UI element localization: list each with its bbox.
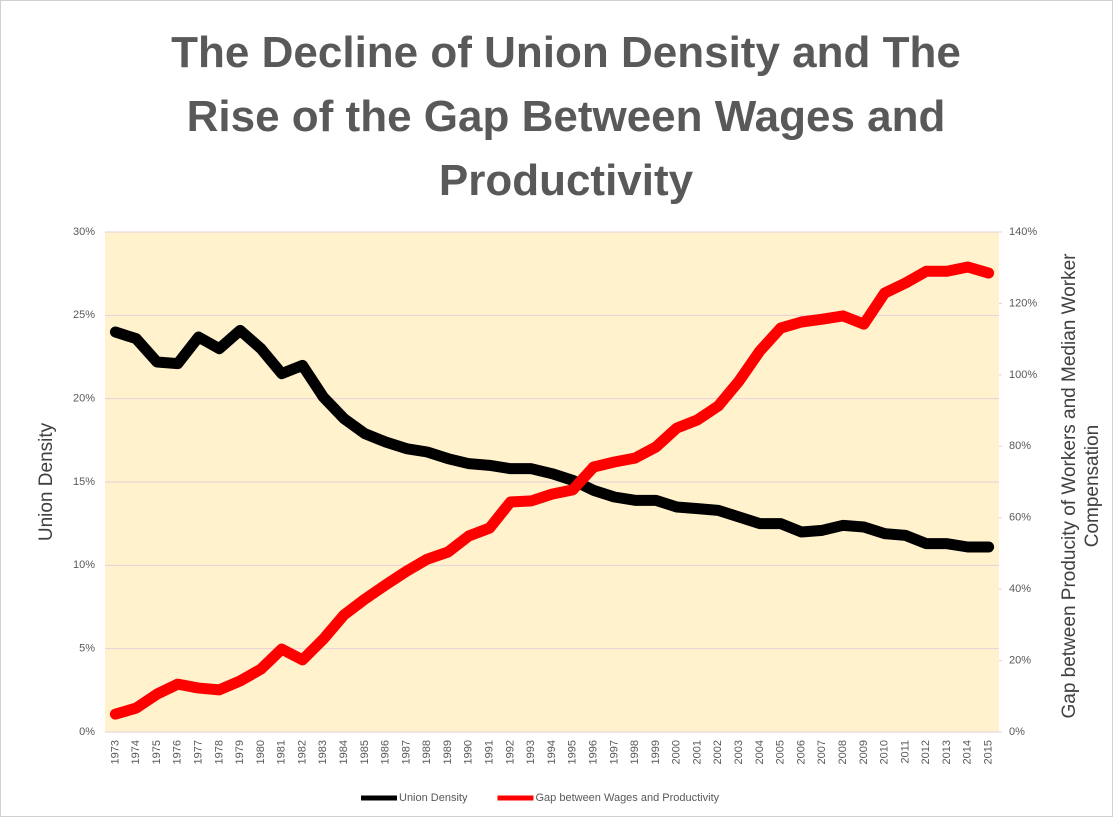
x-tick-label: 1979 (234, 740, 246, 764)
x-tick-label: 1986 (380, 740, 392, 764)
y-tick-label: 5% (79, 643, 95, 655)
x-tick-label: 1982 (296, 740, 308, 764)
x-tick-label: 2007 (816, 740, 828, 764)
x-tick-label: 1985 (359, 740, 371, 764)
x-tick-label: 2004 (754, 740, 766, 764)
x-tick-label: 1987 (400, 740, 412, 764)
y2-tick-label: 0% (1009, 726, 1025, 738)
legend-label: Union Density (399, 792, 468, 804)
chart-title: The Decline of Union Density and The Ris… (171, 28, 961, 205)
y-axis-label: Union Density (36, 422, 57, 541)
y-tick-label: 25% (73, 309, 95, 321)
x-tick-label: 1990 (463, 740, 475, 764)
x-tick-label: 2011 (899, 740, 911, 764)
x-tick-label: 2010 (879, 740, 891, 764)
x-tick-label: 2013 (941, 740, 953, 764)
y-tick-label: 20% (73, 393, 95, 405)
x-tick-label: 1973 (109, 740, 121, 764)
x-tick-label: 1993 (525, 740, 537, 764)
x-tick-label: 1989 (442, 740, 454, 764)
y-tick-label: 10% (73, 559, 95, 571)
x-tick-label: 1977 (192, 740, 204, 764)
x-tick-label: 1975 (151, 740, 163, 764)
x-tick-label: 1981 (276, 740, 288, 764)
x-tick-label: 2006 (795, 740, 807, 764)
x-tick-label: 1996 (587, 740, 599, 764)
x-tick-label: 1983 (317, 740, 329, 764)
x-tick-label: 2008 (837, 740, 849, 764)
x-tick-label: 2009 (858, 740, 870, 764)
x-tick-label: 1988 (421, 740, 433, 764)
y2-tick-label: 100% (1009, 369, 1037, 381)
x-tick-label: 2012 (920, 740, 932, 764)
x-tick-label: 2014 (962, 740, 974, 764)
legend-label: Gap between Wages and Productivity (535, 792, 719, 804)
x-tick-label: 2002 (712, 740, 724, 764)
x-tick-label: 1999 (650, 740, 662, 764)
series-line (109, 324, 995, 553)
y2-tick-label: 40% (1009, 583, 1031, 595)
x-tick-label: 1994 (546, 740, 558, 764)
x-tick-label: 1978 (213, 740, 225, 764)
y-tick-label: 15% (73, 476, 95, 488)
x-tick-label: 2003 (733, 740, 745, 764)
y2-axis-label: Gap between Producity of Workers and Med… (1059, 253, 1103, 719)
x-tick-label: 1998 (629, 740, 641, 764)
series-line (109, 261, 995, 720)
x-tick-label: 1995 (567, 740, 579, 764)
y2-tick-label: 80% (1009, 440, 1031, 452)
x-tick-label: 2001 (691, 740, 703, 764)
y2-tick-label: 60% (1009, 512, 1031, 524)
x-tick-label: 2015 (983, 740, 995, 764)
y-tick-label: 30% (73, 226, 95, 238)
x-tick-label: 2005 (775, 740, 787, 764)
x-tick-label: 1980 (255, 740, 267, 764)
x-tick-label: 1991 (484, 740, 496, 764)
x-tick-label: 1984 (338, 740, 350, 764)
x-tick-label: 1992 (504, 740, 516, 764)
x-tick-label: 2000 (671, 740, 683, 764)
x-tick-label: 1997 (608, 740, 620, 764)
y-tick-label: 0% (79, 726, 95, 738)
y2-tick-label: 120% (1009, 297, 1037, 309)
x-tick-label: 1976 (172, 740, 184, 764)
y2-tick-label: 20% (1009, 654, 1031, 666)
y2-tick-label: 140% (1009, 226, 1037, 238)
x-tick-label: 1974 (130, 740, 142, 764)
